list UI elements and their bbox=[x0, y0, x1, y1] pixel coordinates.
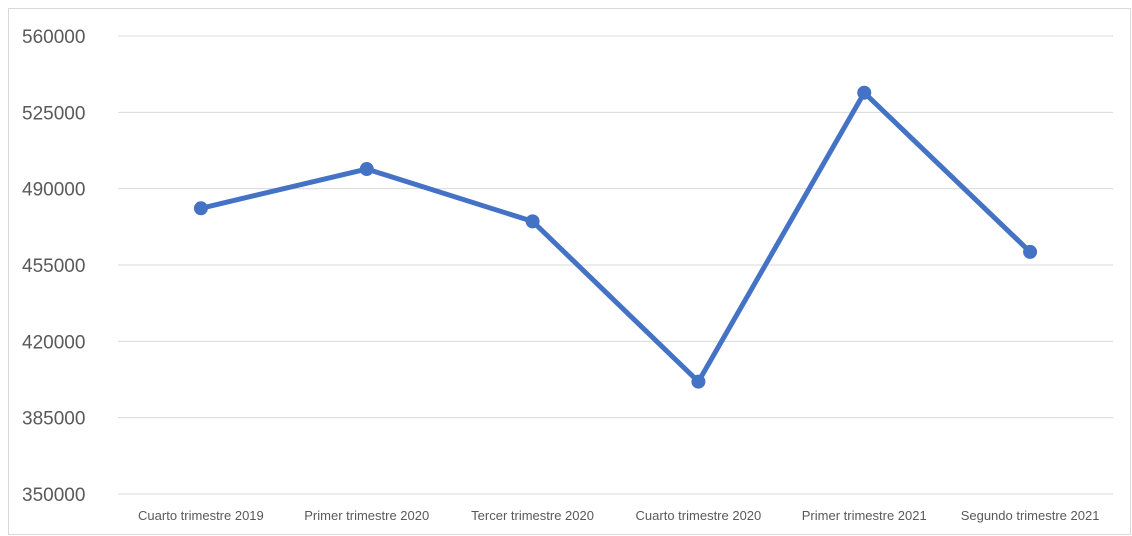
x-tick-label: Cuarto trimestre 2019 bbox=[138, 508, 264, 523]
y-axis-ticks: 350000 385000 420000 455000 490000 525000 5600… bbox=[22, 27, 85, 506]
data-point bbox=[691, 374, 706, 389]
gridlines bbox=[118, 35, 1113, 495]
data-point bbox=[193, 201, 208, 216]
x-tick-label: Primer trimestre 2020 bbox=[304, 508, 429, 523]
y-tick-label: 385000 bbox=[22, 409, 85, 430]
chart-frame bbox=[8, 8, 1131, 535]
x-tick-label: Cuarto trimestre 2020 bbox=[636, 508, 762, 523]
x-tick-label: Segundo trimestre 2021 bbox=[961, 508, 1100, 523]
y-tick-label: 560000 bbox=[22, 27, 85, 48]
y-tick-label: 490000 bbox=[22, 180, 85, 201]
y-tick-label: 350000 bbox=[22, 485, 85, 506]
y-tick-label: 420000 bbox=[22, 332, 85, 353]
x-tick-label: Primer trimestre 2021 bbox=[802, 508, 927, 523]
x-tick-label: Tercer trimestre 2020 bbox=[471, 508, 594, 523]
series-line bbox=[198, 90, 1033, 385]
data-point bbox=[1023, 244, 1038, 259]
y-tick-label: 525000 bbox=[22, 103, 85, 124]
data-point bbox=[857, 85, 872, 100]
series-layer bbox=[193, 85, 1038, 389]
y-tick-label: 455000 bbox=[22, 256, 85, 277]
data-point bbox=[525, 214, 540, 229]
x-axis-ticks: Cuarto trimestre 2019 Primer trimestre 20… bbox=[138, 508, 1099, 523]
data-point bbox=[359, 162, 374, 177]
